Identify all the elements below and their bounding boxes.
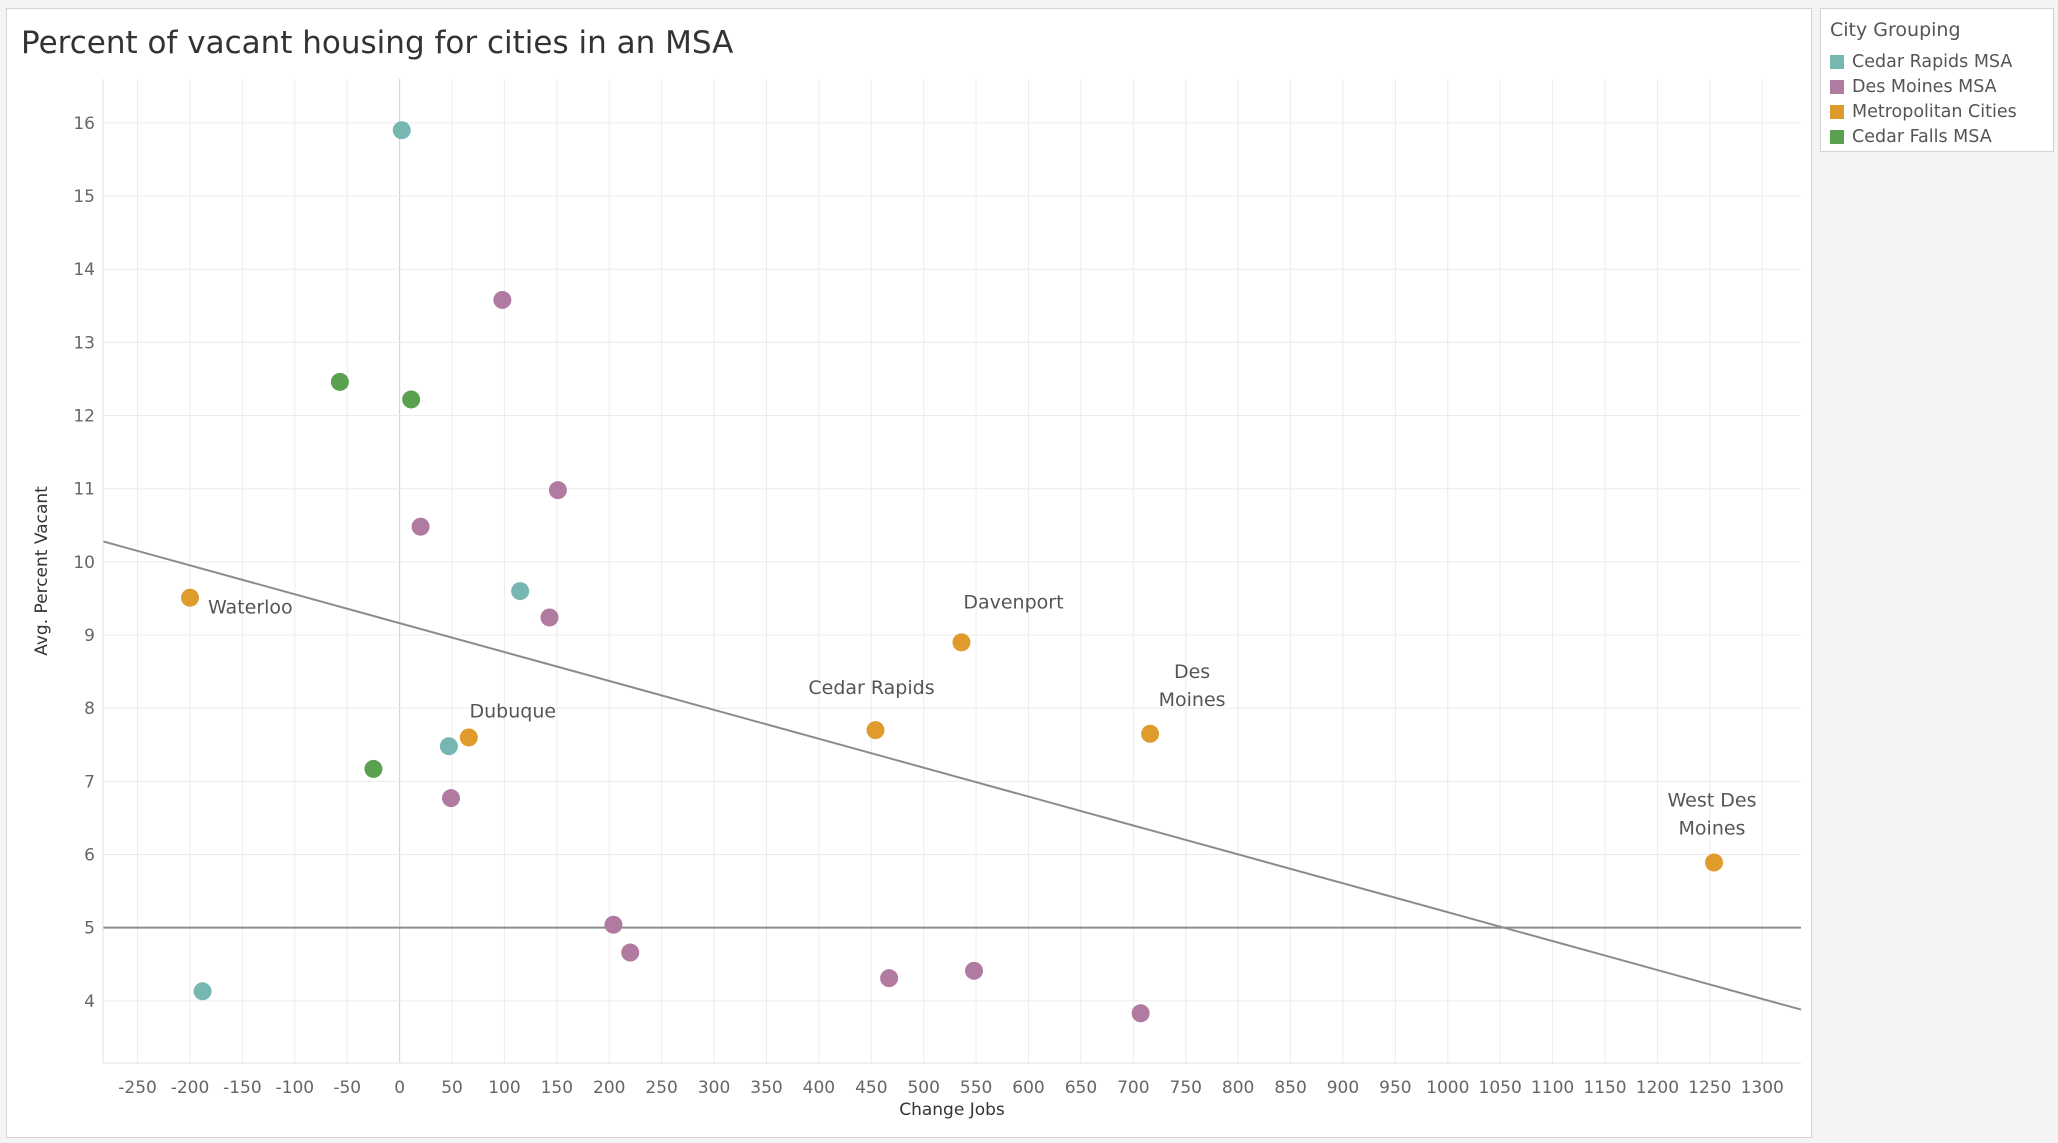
data-point-metropolitan-cities[interactable] bbox=[952, 633, 971, 652]
legend-item-cedar-rapids-msa[interactable]: Cedar Rapids MSA bbox=[1830, 50, 2012, 74]
data-point-des-moines-msa[interactable] bbox=[540, 608, 559, 627]
y-tick-label: 10 bbox=[73, 553, 95, 573]
legend: City Grouping Cedar Rapids MSA Des Moine… bbox=[1820, 8, 2054, 152]
x-tick-label: 950 bbox=[1379, 1078, 1411, 1098]
legend-label: Cedar Rapids MSA bbox=[1852, 52, 2013, 72]
point-label: Cedar Rapids bbox=[808, 677, 934, 699]
x-tick-label: 550 bbox=[960, 1078, 992, 1098]
data-point-cedar-rapids-msa[interactable] bbox=[193, 982, 212, 1001]
legend-title: City Grouping bbox=[1830, 19, 1961, 41]
y-tick-label: 7 bbox=[84, 772, 95, 792]
legend-label: Des Moines MSA bbox=[1852, 77, 1997, 97]
legend-label: Metropolitan Cities bbox=[1852, 102, 2017, 122]
x-tick-label: 1250 bbox=[1688, 1078, 1731, 1098]
data-point-cedar-rapids-msa[interactable] bbox=[511, 582, 530, 601]
x-tick-label: -250 bbox=[118, 1078, 157, 1098]
x-tick-label: 1200 bbox=[1636, 1078, 1679, 1098]
data-point-metropolitan-cities[interactable] bbox=[180, 588, 199, 607]
scatter-plot: -250 -200 -150 -100 -50 0 50 100 150 200 250 300 350… bbox=[32, 79, 1802, 1120]
data-point-des-moines-msa[interactable] bbox=[621, 943, 640, 962]
x-tick-label: 400 bbox=[803, 1078, 835, 1098]
x-tick-label: 650 bbox=[1065, 1078, 1097, 1098]
y-tick-label: 12 bbox=[73, 407, 95, 427]
point-label: Waterloo bbox=[208, 597, 293, 619]
legend-item-metropolitan-cities[interactable]: Metropolitan Cities bbox=[1830, 100, 2017, 124]
data-point-des-moines-msa[interactable] bbox=[604, 915, 623, 934]
data-point-des-moines-msa[interactable] bbox=[441, 789, 460, 808]
y-tick-label: 8 bbox=[84, 699, 95, 719]
x-tick-label: 300 bbox=[698, 1078, 730, 1098]
x-tick-label: 250 bbox=[645, 1078, 677, 1098]
y-tick-label: 4 bbox=[84, 992, 95, 1012]
data-point-metropolitan-cities[interactable] bbox=[1705, 853, 1724, 872]
x-tick-label: -100 bbox=[276, 1078, 315, 1098]
data-point-des-moines-msa[interactable] bbox=[965, 961, 984, 980]
data-point-des-moines-msa[interactable] bbox=[1131, 1004, 1150, 1023]
x-tick-label: 800 bbox=[1222, 1078, 1254, 1098]
x-tick-label: 750 bbox=[1170, 1078, 1202, 1098]
y-tick-label: 9 bbox=[84, 626, 95, 646]
data-points bbox=[180, 121, 1724, 1023]
x-tick-label: 1150 bbox=[1583, 1078, 1626, 1098]
point-label: Des Moines bbox=[1159, 661, 1226, 711]
data-point-des-moines-msa[interactable] bbox=[880, 969, 899, 988]
legend-swatch bbox=[1830, 130, 1844, 144]
legend-swatch bbox=[1830, 80, 1844, 94]
x-tick-label: 1100 bbox=[1531, 1078, 1574, 1098]
point-label: Dubuque bbox=[470, 700, 557, 722]
x-tick-label: 1300 bbox=[1741, 1078, 1784, 1098]
x-tick-label: 1050 bbox=[1479, 1078, 1522, 1098]
point-label: West Des Moines bbox=[1668, 790, 1757, 840]
data-point-des-moines-msa[interactable] bbox=[548, 481, 567, 500]
reference-lines bbox=[102, 540, 1802, 1011]
x-tick-label: 850 bbox=[1274, 1078, 1306, 1098]
chart-title: Percent of vacant housing for cities in … bbox=[21, 25, 734, 61]
y-tick-label: 15 bbox=[73, 187, 95, 207]
legend-item-des-moines-msa[interactable]: Des Moines MSA bbox=[1830, 75, 1997, 99]
x-tick-label: 50 bbox=[441, 1078, 463, 1098]
trend-line bbox=[102, 540, 1802, 1011]
x-tick-label: 700 bbox=[1117, 1078, 1149, 1098]
data-point-cedar-falls-msa[interactable] bbox=[402, 390, 421, 409]
data-point-metropolitan-cities[interactable] bbox=[459, 728, 478, 747]
data-point-metropolitan-cities[interactable] bbox=[1141, 724, 1160, 743]
y-tick-label: 6 bbox=[84, 845, 95, 865]
x-tick-label: 100 bbox=[488, 1078, 520, 1098]
x-tick-label: 200 bbox=[593, 1078, 625, 1098]
x-tick-label: -150 bbox=[223, 1078, 262, 1098]
point-labels: Waterloo Davenport Cedar Rapids Des Moines Du… bbox=[208, 591, 1756, 839]
y-tick-label: 14 bbox=[73, 260, 95, 280]
data-point-cedar-falls-msa[interactable] bbox=[330, 372, 349, 391]
y-axis-title: Avg. Percent Vacant bbox=[32, 486, 52, 656]
legend-swatch bbox=[1830, 105, 1844, 119]
y-tick-label: 11 bbox=[73, 480, 95, 500]
x-tick-label: 0 bbox=[394, 1078, 405, 1098]
x-tick-label: 350 bbox=[750, 1078, 782, 1098]
y-tick-label: 5 bbox=[84, 919, 95, 939]
point-label: Davenport bbox=[963, 591, 1063, 613]
data-point-des-moines-msa[interactable] bbox=[411, 517, 430, 536]
data-point-cedar-rapids-msa[interactable] bbox=[392, 121, 411, 140]
chart-container: Percent of vacant housing for cities in … bbox=[6, 8, 1812, 1138]
x-tick-label: -50 bbox=[333, 1078, 361, 1098]
legend-item-cedar-falls-msa[interactable]: Cedar Falls MSA bbox=[1830, 125, 1992, 149]
y-tick-label: 13 bbox=[73, 333, 95, 353]
data-point-cedar-falls-msa[interactable] bbox=[364, 759, 383, 778]
x-axis-title: Change Jobs bbox=[899, 1100, 1005, 1120]
axes: -250 -200 -150 -100 -50 0 50 100 150 200 250 300 350… bbox=[32, 79, 1801, 1120]
x-tick-label: 1000 bbox=[1426, 1078, 1469, 1098]
x-tick-label: 500 bbox=[907, 1078, 939, 1098]
x-tick-label: 450 bbox=[855, 1078, 887, 1098]
x-tick-label: 600 bbox=[1012, 1078, 1044, 1098]
x-tick-label: -200 bbox=[171, 1078, 210, 1098]
legend-label: Cedar Falls MSA bbox=[1852, 127, 1992, 147]
data-point-cedar-rapids-msa[interactable] bbox=[439, 737, 458, 756]
x-tick-label: 150 bbox=[541, 1078, 573, 1098]
data-point-des-moines-msa[interactable] bbox=[493, 290, 512, 309]
legend-swatch bbox=[1830, 55, 1844, 69]
x-tick-label: 900 bbox=[1327, 1078, 1359, 1098]
grid-lines bbox=[103, 79, 1801, 1063]
y-tick-label: 16 bbox=[73, 114, 95, 134]
data-point-metropolitan-cities[interactable] bbox=[866, 721, 885, 740]
